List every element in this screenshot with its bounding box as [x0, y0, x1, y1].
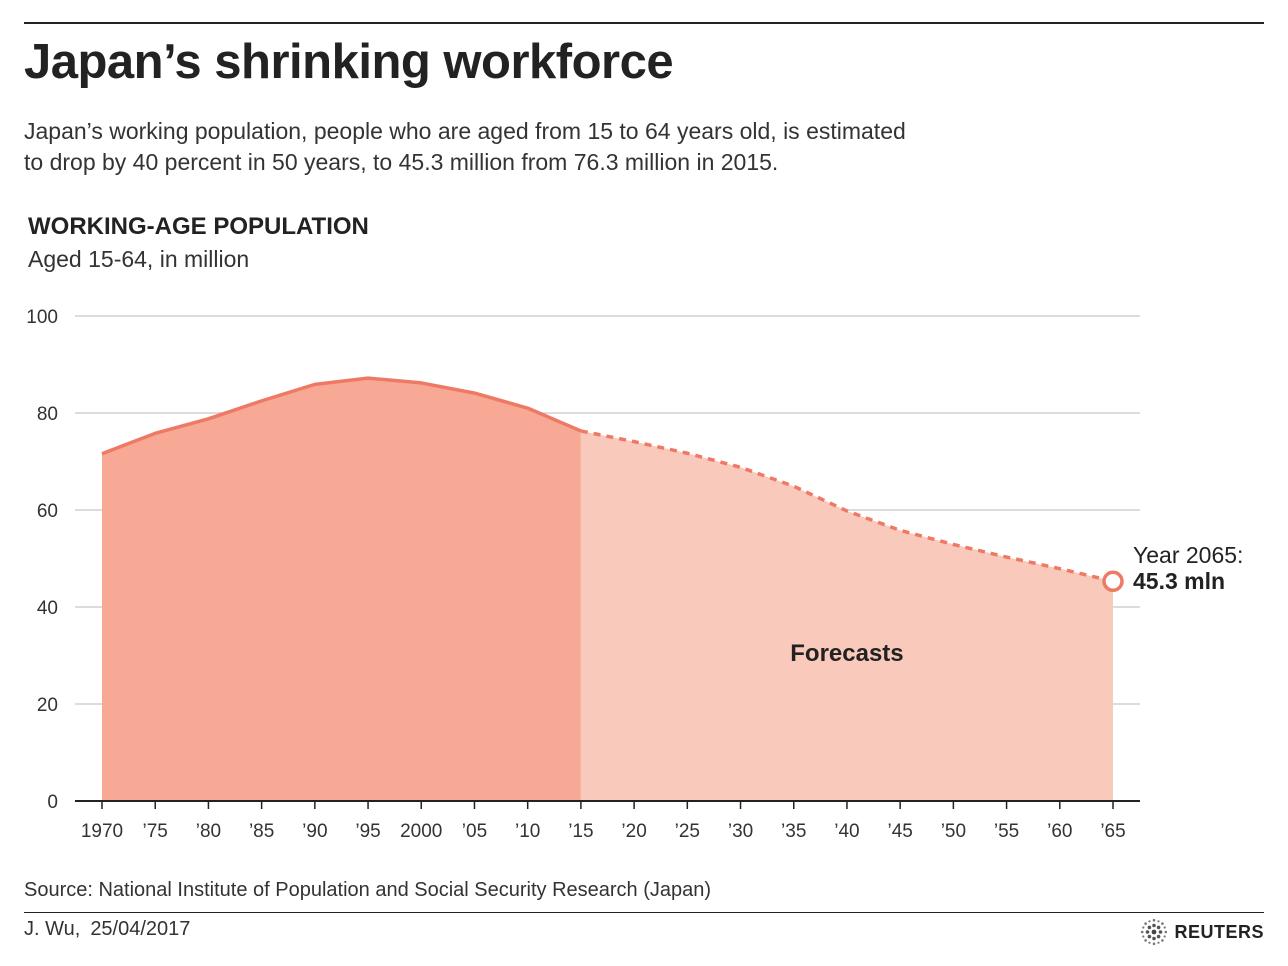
chart-title: WORKING-AGE POPULATION [28, 213, 369, 240]
x-tick-label: ’30 [728, 821, 753, 842]
actual-area [102, 378, 581, 801]
y-tick-label: 20 [37, 695, 58, 716]
forecast-label: Forecasts [790, 640, 903, 667]
page-subtitle: Japan’s working population, people who a… [24, 116, 1024, 178]
annotation-value: 45.3 mln [1133, 568, 1225, 594]
brand-name: REUTERS [1174, 921, 1264, 942]
author: J. Wu, [24, 918, 81, 940]
y-tick-label: 0 [47, 792, 58, 813]
forecast-area [580, 430, 1113, 801]
forecast-series-line [580, 429, 1114, 583]
x-tick-label: ’05 [462, 821, 487, 842]
actual-series-line [101, 376, 582, 456]
x-tick-label: ’50 [941, 821, 966, 842]
y-tick-label: 60 [37, 501, 58, 522]
chart-subtitle: Aged 15-64, in million [28, 246, 250, 272]
x-tick-label: ’10 [515, 821, 540, 842]
x-tick-label: ’85 [249, 821, 274, 842]
x-tick-label: ’20 [621, 821, 646, 842]
publish-date: 25/04/2017 [90, 918, 191, 940]
subtitle-line-2: to drop by 40 percent in 50 years, to 45… [24, 149, 779, 175]
x-tick-label: ’45 [887, 821, 912, 842]
x-tick-label: 2000 [400, 821, 442, 842]
y-tick-label: 40 [37, 598, 58, 619]
brand: REUTERS [1140, 918, 1264, 946]
x-tick-label: ’65 [1100, 821, 1125, 842]
x-tick-label: ’95 [355, 821, 380, 842]
bottom-rule [24, 912, 1264, 913]
top-rule [24, 22, 1264, 24]
x-tick-label: ’90 [302, 821, 327, 842]
y-tick-label: 100 [26, 307, 58, 328]
x-tick-label: 1970 [81, 821, 123, 842]
x-tick-label: ’75 [143, 821, 168, 842]
x-tick-label: ’15 [568, 821, 593, 842]
byline: J. Wu, 25/04/2017 [24, 918, 190, 941]
end-point-marker [1102, 570, 1124, 593]
x-tick-label: ’25 [675, 821, 700, 842]
reuters-dot-logo-icon [1141, 918, 1168, 946]
page-title: Japan’s shrinking workforce [24, 35, 674, 89]
y-tick-label: 80 [37, 404, 58, 425]
annotation-label: Year 2065: [1133, 542, 1243, 568]
x-tick-label: ’55 [994, 821, 1019, 842]
subtitle-line-1: Japan’s working population, people who a… [24, 118, 906, 144]
x-tick-label: ’80 [196, 821, 221, 842]
x-tick-label: ’60 [1047, 821, 1072, 842]
x-tick-label: ’35 [781, 821, 806, 842]
x-tick-label: ’40 [834, 821, 859, 842]
source-note: Source: National Institute of Population… [24, 879, 712, 901]
area-chart: 0 20 40 60 80 100 1970 ’75 ’80 ’85 ’90 ’95 2000 ’05 ’1… [26, 307, 1243, 842]
